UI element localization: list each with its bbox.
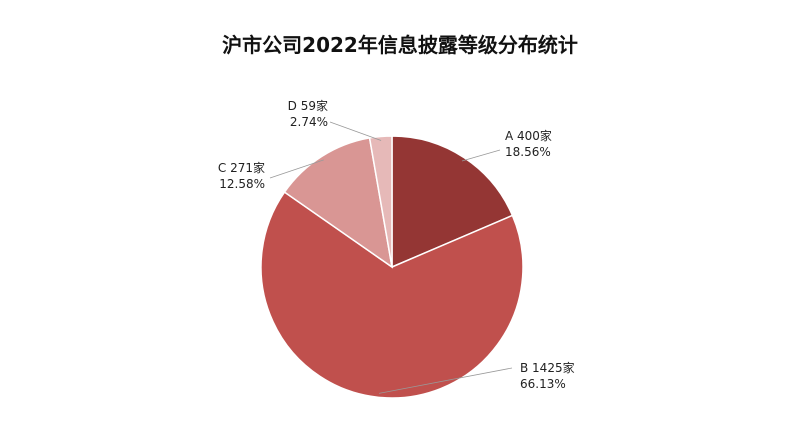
leader-line: [269, 159, 324, 179]
percent-label: 18.56%: [505, 145, 551, 159]
pie-slice: [260, 191, 524, 399]
leader-line: [378, 367, 513, 394]
percent-label: 12.58%: [219, 177, 265, 191]
percent-label: 66.13%: [520, 377, 566, 391]
percent-label: 2.74%: [290, 115, 328, 129]
value-label: B 1425家: [520, 360, 575, 375]
chart-title: 沪市公司2022年信息披露等级分布统计: [222, 33, 578, 57]
value-label: D 59家: [288, 98, 328, 113]
value-label: A 400家: [505, 128, 552, 143]
value-label: C 271家: [218, 160, 265, 175]
leader-line: [461, 149, 501, 162]
pie-slice: [368, 135, 393, 268]
pie-slice: [391, 135, 514, 269]
leader-line: [329, 121, 382, 141]
pie-slice: [283, 137, 394, 269]
